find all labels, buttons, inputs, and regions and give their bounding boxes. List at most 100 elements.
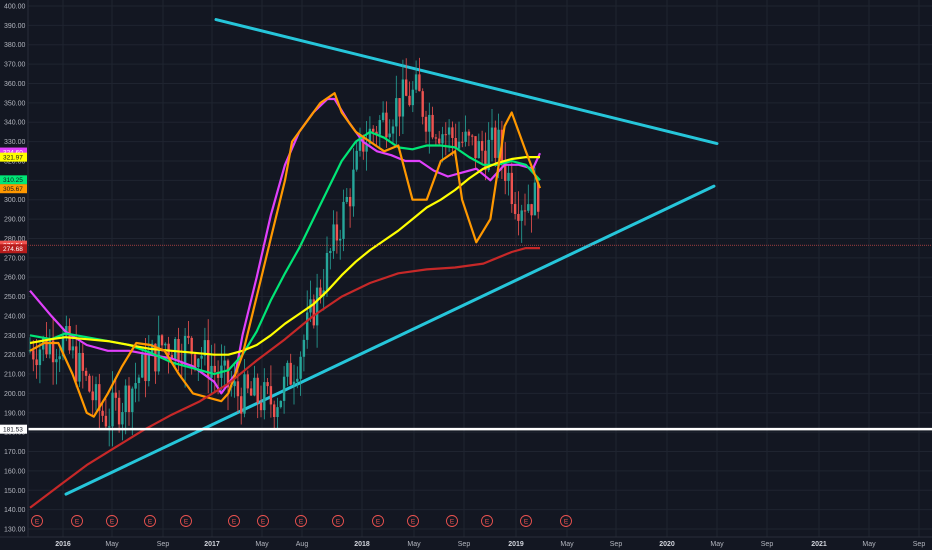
candle-body <box>513 204 517 214</box>
candle-body <box>375 131 378 135</box>
price-tag-label: 181.53 <box>3 426 23 433</box>
candle-body <box>352 169 355 207</box>
earnings-marker <box>332 515 344 527</box>
price-axis[interactable]: 130.00140.00150.00160.00170.00180.00190.… <box>0 0 29 550</box>
candle-body <box>273 404 276 418</box>
candle-body <box>108 426 111 428</box>
candle-body <box>289 362 292 385</box>
price-tick-label: 240.00 <box>4 313 26 320</box>
moving-average-line <box>29 247 540 509</box>
candle-body <box>451 127 454 138</box>
candle-body <box>537 182 540 212</box>
earnings-marker-label: E <box>184 518 189 525</box>
candle-body <box>104 415 108 427</box>
time-tick-label: 2017 <box>204 541 220 548</box>
candle-body <box>243 374 246 414</box>
candle-body <box>48 340 51 355</box>
candle-body <box>497 129 500 158</box>
price-tick-label: 140.00 <box>4 507 26 514</box>
time-tick-label: May <box>255 541 269 548</box>
earnings-marker <box>446 515 458 527</box>
candle-body <box>55 359 58 363</box>
candle-body <box>253 377 256 396</box>
candle-body <box>335 224 339 241</box>
price-tag-background <box>0 184 27 194</box>
candle-body <box>487 139 490 171</box>
candle-body <box>98 384 101 411</box>
time-axis[interactable]: 2016 May Sep 2017 May Aug 2018 May Sep 2019 May Sep… <box>0 536 932 548</box>
candle-body <box>226 360 230 388</box>
time-tick-label: Sep <box>458 541 471 548</box>
candle-body <box>75 346 78 382</box>
candle-body <box>385 112 388 138</box>
candle-body <box>504 160 507 181</box>
earnings-marker <box>180 515 192 527</box>
price-tick-label: 230.00 <box>4 333 26 340</box>
candle-body <box>61 335 65 357</box>
candle-body <box>319 287 322 297</box>
candle-body <box>84 370 88 376</box>
candle-body <box>315 287 319 326</box>
price-tick-label: 130.00 <box>4 527 26 534</box>
candle-body <box>454 137 457 149</box>
price-axis-background <box>0 0 28 550</box>
candle-body <box>484 150 487 171</box>
candle-body <box>216 371 220 378</box>
candle-body <box>131 388 134 413</box>
candle-body <box>177 339 180 362</box>
earnings-marker <box>228 515 240 527</box>
candle-body <box>279 400 282 408</box>
candle-body <box>391 126 395 134</box>
candle-body <box>368 128 372 144</box>
candle-body <box>88 375 91 392</box>
candle-body <box>362 135 365 152</box>
candle-body <box>249 388 253 396</box>
price-tick-label: 300.00 <box>4 197 26 204</box>
candle-body <box>421 91 424 117</box>
candle-body <box>137 377 141 384</box>
candle-body <box>111 392 114 427</box>
candle-body <box>45 337 48 355</box>
candle-body <box>160 335 164 346</box>
candle-body <box>292 381 296 385</box>
time-tick-label: 2021 <box>811 541 827 548</box>
candle-body <box>438 138 441 144</box>
candle-body <box>32 350 35 360</box>
candle-body <box>467 131 471 136</box>
candle-body <box>339 238 342 241</box>
earnings-marker <box>295 515 307 527</box>
candle-body <box>345 196 348 202</box>
trendlines <box>64 18 719 496</box>
candle-body <box>431 114 434 138</box>
candle-body <box>428 114 431 132</box>
candle-body <box>434 137 438 139</box>
candle-body <box>164 343 167 346</box>
candle-body <box>332 224 335 252</box>
candle-body <box>447 127 451 135</box>
candle-body <box>203 340 207 356</box>
price-tick-label: 340.00 <box>4 120 26 127</box>
candle-body <box>348 196 352 207</box>
candle-body <box>401 79 405 117</box>
candle-body <box>210 365 213 378</box>
candle-body <box>276 407 279 418</box>
candle-body <box>355 150 358 170</box>
candle-body <box>259 402 263 411</box>
price-tick-label: 260.00 <box>4 275 26 282</box>
time-tick-label: 2018 <box>354 541 370 548</box>
candle-body <box>444 134 447 136</box>
horizontal-line <box>28 244 932 431</box>
earnings-marker <box>407 515 419 527</box>
earnings-marker-label: E <box>75 518 80 525</box>
time-tick-label: Sep <box>157 541 170 548</box>
candle-body <box>286 362 289 377</box>
earnings-marker <box>257 515 269 527</box>
candle-body <box>213 365 216 372</box>
time-tick-label: May <box>105 541 119 548</box>
candle-body <box>282 376 286 401</box>
time-tick-label: May <box>560 541 574 548</box>
price-tick-label: 360.00 <box>4 81 26 88</box>
candle-body <box>174 339 177 360</box>
time-tick-label: 2019 <box>508 541 524 548</box>
